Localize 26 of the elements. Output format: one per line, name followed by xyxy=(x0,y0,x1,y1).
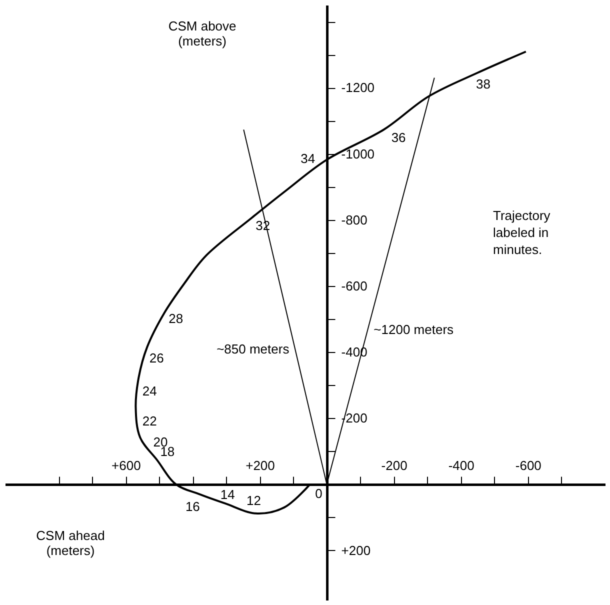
annotation: 28 xyxy=(168,310,184,326)
annotation: 26 xyxy=(149,350,164,366)
annotation: 36 xyxy=(391,130,406,146)
annotation: 0 xyxy=(315,486,322,501)
y-axis-title: CSM above (meters) xyxy=(168,18,236,48)
x-tick-label: +200 xyxy=(246,458,275,473)
annotation: Trajectory labeled in minutes. xyxy=(493,208,551,257)
annotation: 34 xyxy=(300,151,316,166)
y-tick-label: +200 xyxy=(341,542,371,558)
annotation: 22 xyxy=(142,413,157,428)
x-tick-label: -400 xyxy=(448,458,474,473)
x-tick-label: +600 xyxy=(112,458,141,473)
y-tick-label: -800 xyxy=(341,212,368,228)
x-tick-label: -600 xyxy=(515,458,542,473)
y-tick-label: -1200 xyxy=(341,80,375,96)
series-label: ~850 meters xyxy=(216,342,290,357)
x-axis-title: CSM ahead (meters) xyxy=(36,528,105,558)
y-tick-label: -600 xyxy=(341,278,368,294)
annotation: 38 xyxy=(476,76,491,92)
y-tick-label: -1000 xyxy=(341,146,375,162)
x-tick-label: -200 xyxy=(381,458,408,473)
series-label: ~1200 meters xyxy=(374,322,454,337)
annotation: 24 xyxy=(142,383,157,398)
annotation: 12 xyxy=(246,493,261,508)
annotation: 16 xyxy=(185,499,200,514)
annotation: 14 xyxy=(220,487,235,502)
